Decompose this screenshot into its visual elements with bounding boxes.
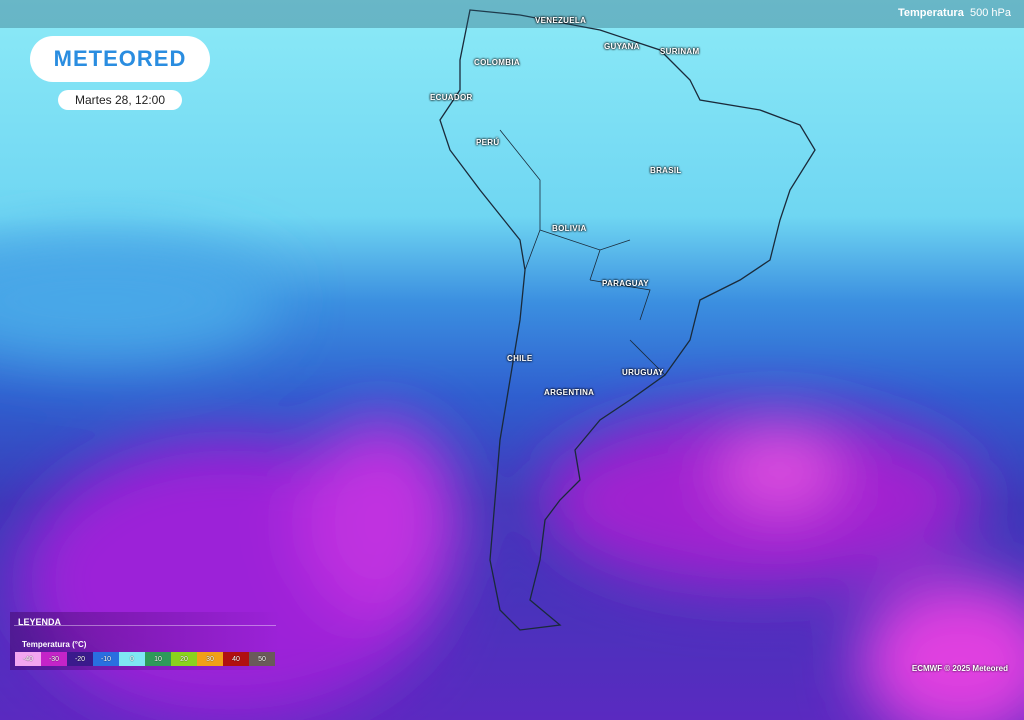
legend-subtitle: Temperatura (°C) bbox=[22, 640, 87, 649]
country-label: CHILE bbox=[507, 354, 533, 363]
legend-swatch: 30 bbox=[197, 652, 223, 666]
legend-swatch: -20 bbox=[67, 652, 93, 666]
level[interactable]: 500 hPa bbox=[970, 7, 1011, 19]
legend-swatch: 50 bbox=[249, 652, 275, 666]
country-label: VENEZUELA bbox=[535, 16, 587, 25]
credit: ECMWF © 2025 Meteored bbox=[911, 664, 1008, 673]
country-label: BOLIVIA bbox=[552, 224, 587, 233]
country-label: PERÚ bbox=[476, 138, 500, 147]
legend-scale: -40 -30 -20 -10 0 10 20 30 40 50 bbox=[15, 652, 275, 666]
date: Martes 28, 12:00 bbox=[58, 90, 182, 110]
country-label: ECUADOR bbox=[430, 93, 473, 102]
country-label: URUGUAY bbox=[622, 368, 664, 377]
legend-swatch: 20 bbox=[171, 652, 197, 666]
borders bbox=[499, 129, 666, 376]
top-bar: Temperatura 500 hPa bbox=[0, 0, 1024, 28]
legend-title: LEYENDA bbox=[18, 617, 62, 627]
legend-swatch: -10 bbox=[93, 652, 119, 666]
country-label: SURINAM bbox=[660, 47, 700, 56]
country-label: BRASIL bbox=[650, 166, 682, 175]
country-label: GUYANA bbox=[604, 42, 640, 51]
country-label: PARAGUAY bbox=[602, 279, 649, 288]
variable[interactable]: Temperatura bbox=[898, 7, 964, 19]
country-label: COLOMBIA bbox=[474, 58, 520, 67]
legend: LEYENDA Temperatura (°C) -40 -30 -20 -10 0 10… bbox=[10, 612, 280, 670]
logo[interactable]: METEORED bbox=[30, 36, 210, 82]
legend-swatch: 40 bbox=[223, 652, 249, 666]
legend-swatch: 10 bbox=[145, 652, 171, 666]
legend-swatch: -30 bbox=[41, 652, 67, 666]
legend-swatch: 0 bbox=[119, 652, 145, 666]
coastline bbox=[439, 9, 816, 631]
country-label: ARGENTINA bbox=[544, 388, 595, 397]
legend-swatch: -40 bbox=[15, 652, 41, 666]
